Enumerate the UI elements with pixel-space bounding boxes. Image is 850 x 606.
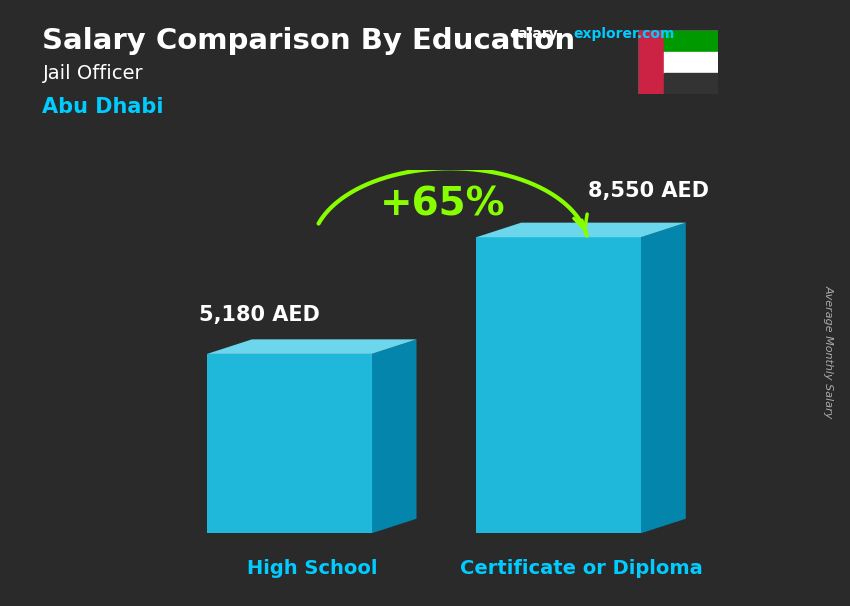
Text: 5,180 AED: 5,180 AED (199, 305, 320, 325)
Bar (665, 52, 718, 73)
Bar (665, 30, 718, 52)
Text: 8,550 AED: 8,550 AED (588, 181, 709, 201)
Bar (638, 30, 665, 94)
Text: salary: salary (510, 27, 558, 41)
Polygon shape (641, 222, 686, 533)
Bar (665, 73, 718, 94)
Polygon shape (476, 237, 641, 533)
Polygon shape (371, 339, 416, 533)
Text: explorer.com: explorer.com (574, 27, 675, 41)
Text: Salary Comparison By Education: Salary Comparison By Education (42, 27, 575, 55)
Text: High School: High School (246, 559, 377, 578)
Polygon shape (207, 354, 371, 533)
Text: Average Monthly Salary: Average Monthly Salary (824, 285, 834, 418)
Polygon shape (476, 222, 686, 237)
Text: Certificate or Diploma: Certificate or Diploma (460, 559, 702, 578)
Polygon shape (207, 339, 416, 354)
Text: +65%: +65% (380, 185, 506, 223)
Text: Jail Officer: Jail Officer (42, 64, 143, 82)
Text: Abu Dhabi: Abu Dhabi (42, 97, 164, 117)
